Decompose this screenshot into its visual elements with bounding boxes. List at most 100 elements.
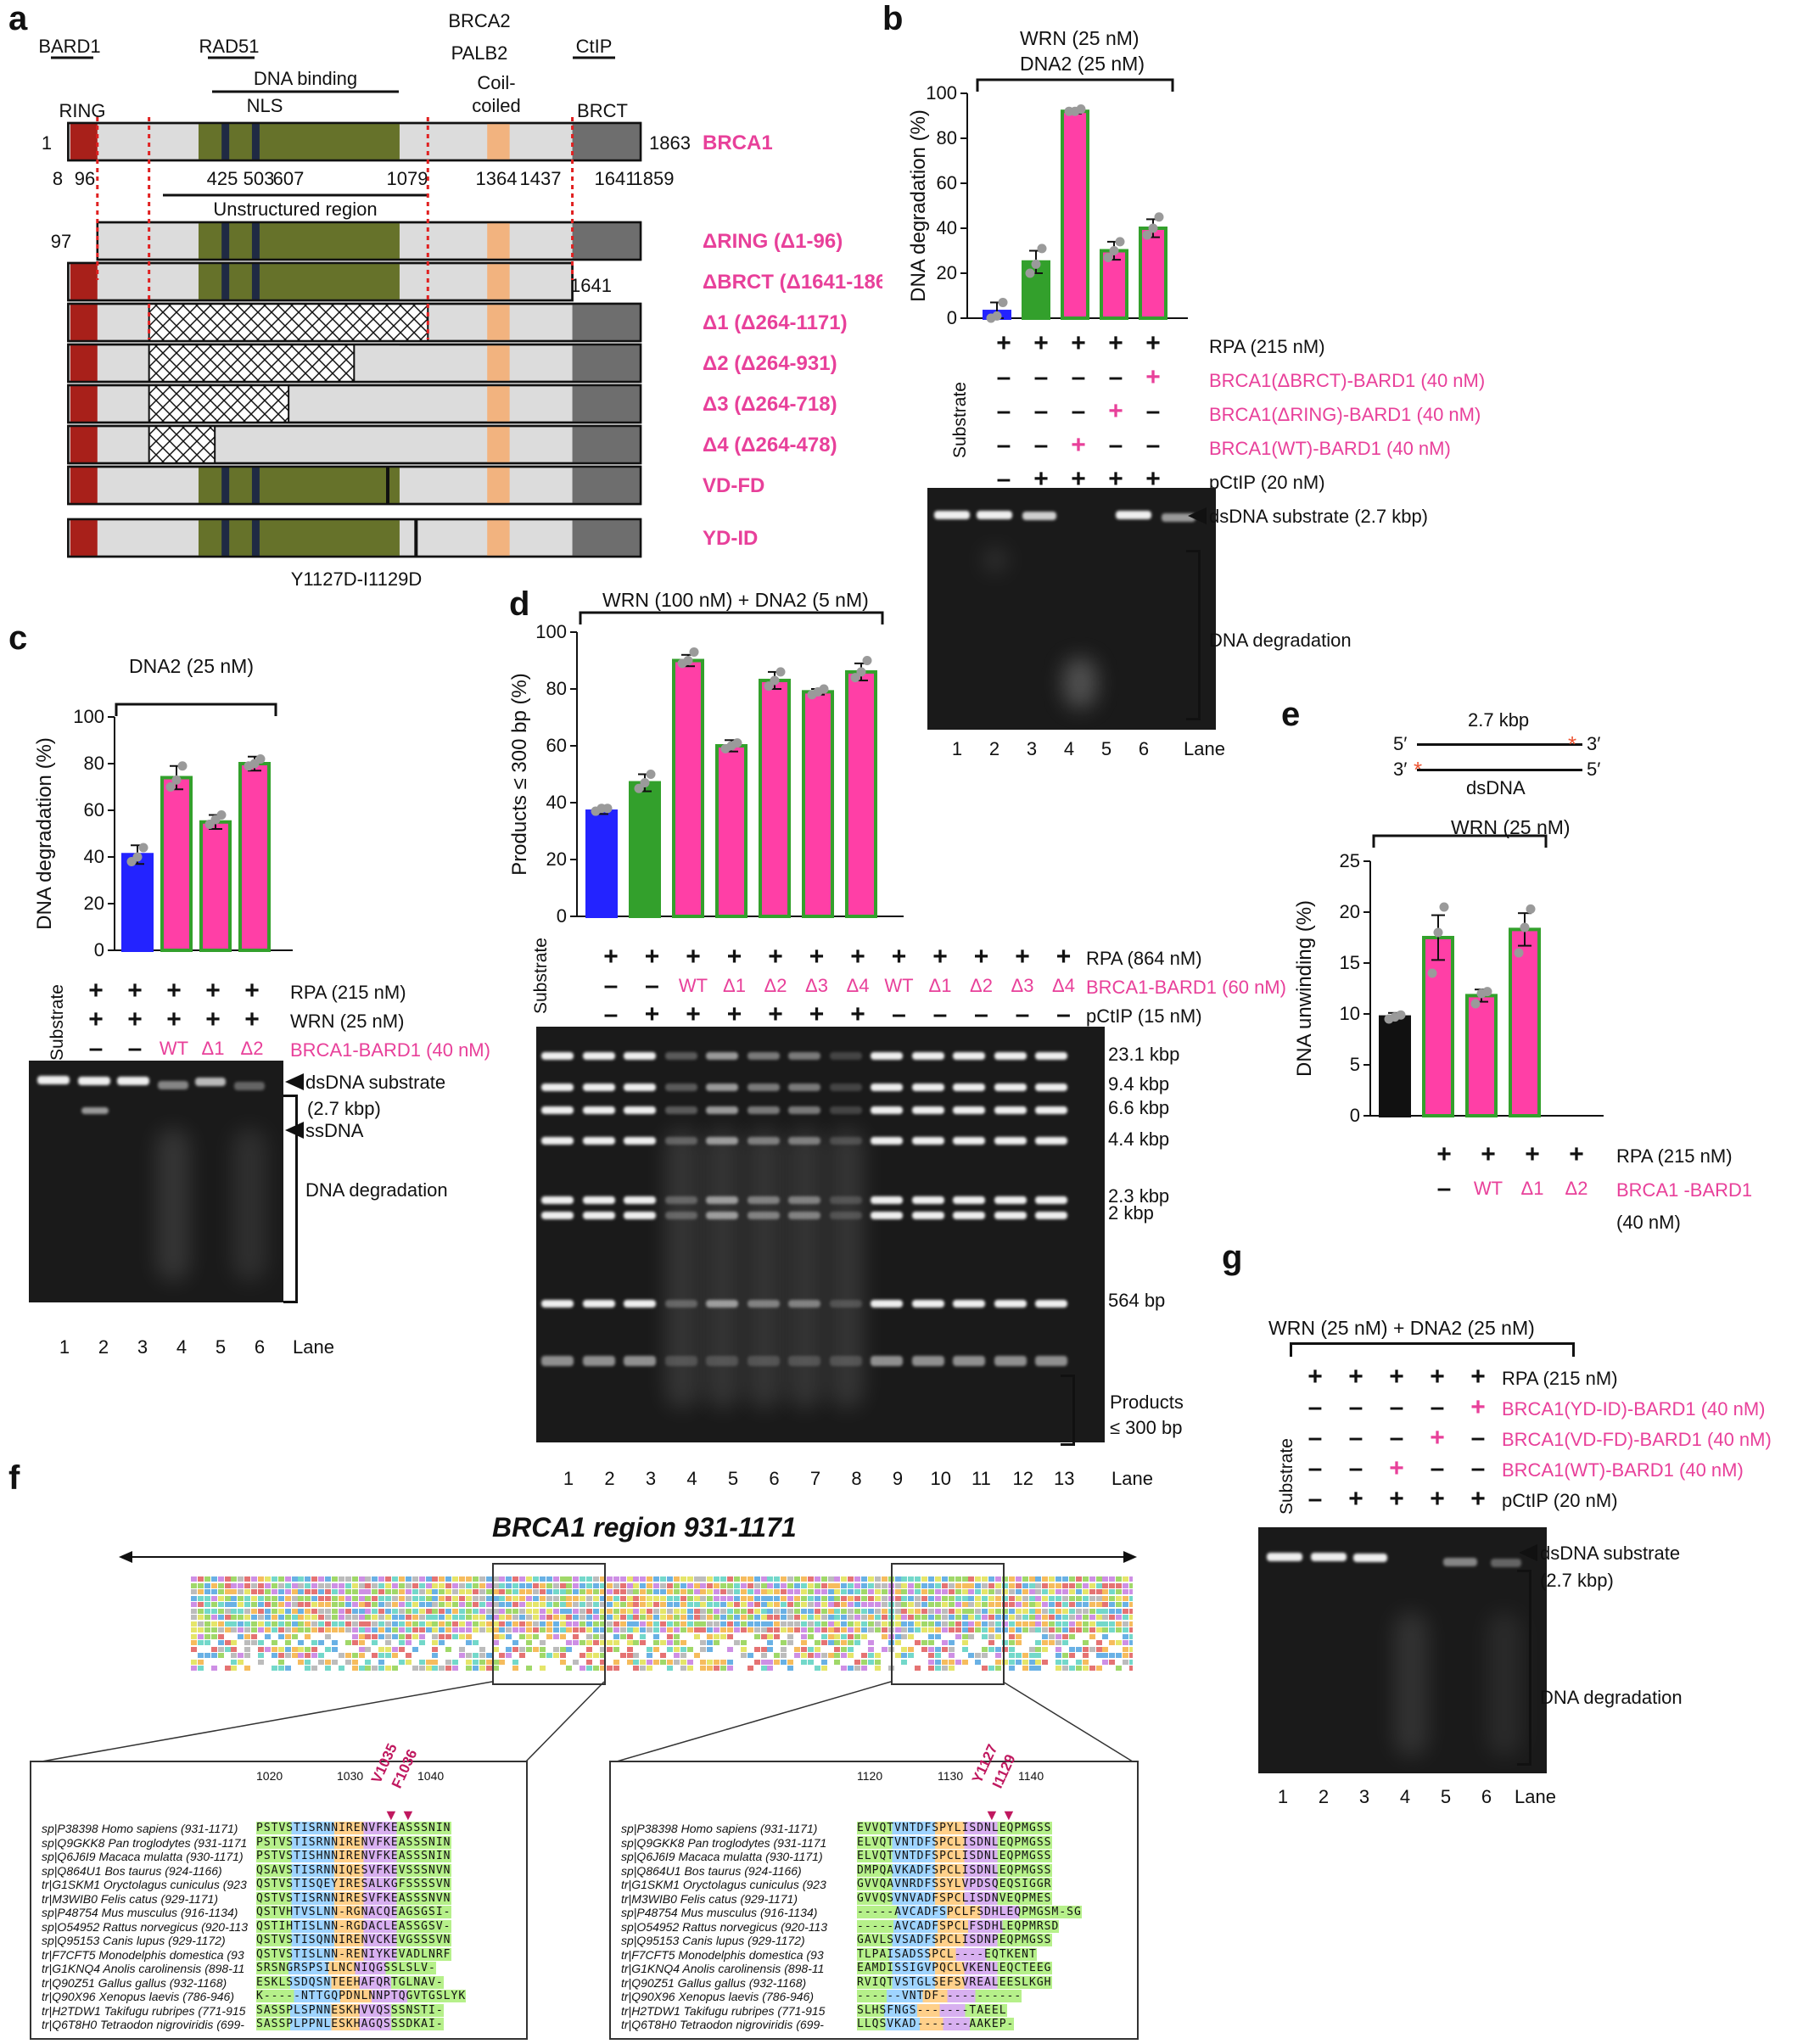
alignment-cell bbox=[894, 1640, 901, 1645]
alignment-cell bbox=[727, 1615, 733, 1620]
alignment-cell bbox=[586, 1633, 593, 1639]
alignment-cell bbox=[995, 1595, 1001, 1601]
alignment-cell bbox=[753, 1576, 760, 1582]
residue-number: 425 bbox=[207, 168, 238, 189]
alignment-cell bbox=[311, 1595, 318, 1601]
alignment-cell bbox=[807, 1589, 814, 1594]
alignment-cell bbox=[378, 1589, 385, 1594]
condition-sign: – bbox=[127, 1034, 143, 1062]
alignment-cell bbox=[834, 1615, 841, 1620]
data-point bbox=[850, 673, 860, 683]
alignment-cell bbox=[439, 1666, 445, 1671]
alignment-cell bbox=[626, 1640, 633, 1645]
alignment-cell bbox=[680, 1640, 686, 1645]
alignment-cell bbox=[277, 1576, 284, 1582]
condition-sign: + bbox=[809, 943, 825, 971]
alignment-cell bbox=[1129, 1659, 1133, 1665]
alignment-cell bbox=[519, 1595, 526, 1601]
alignment-cell bbox=[767, 1602, 774, 1607]
alignment-cell bbox=[941, 1576, 948, 1582]
gel-smear bbox=[829, 1128, 864, 1408]
alignment-cell bbox=[1008, 1659, 1015, 1665]
alignment-cell bbox=[1075, 1595, 1082, 1601]
alignment-cell bbox=[291, 1646, 298, 1652]
alignment-cell bbox=[720, 1608, 727, 1614]
alignment-cell bbox=[1015, 1659, 1022, 1665]
condition-label: pCtIP (20 nM) bbox=[1209, 472, 1325, 493]
alignment-cell bbox=[774, 1659, 781, 1665]
alignment-cell bbox=[647, 1621, 653, 1627]
alignment-cell bbox=[968, 1602, 975, 1607]
alignment-cell bbox=[512, 1589, 519, 1594]
y-tick-label: 10 bbox=[1340, 1003, 1360, 1024]
alignment-cell bbox=[820, 1659, 827, 1665]
alignment-cell bbox=[1042, 1659, 1049, 1665]
condition-label: BRCA1-BARD1 (60 nM) bbox=[1086, 977, 1286, 998]
alignment-cell bbox=[499, 1589, 506, 1594]
alignment-cell bbox=[271, 1646, 277, 1652]
condition-sign: Δ4 bbox=[1052, 975, 1075, 996]
alignment-cell bbox=[284, 1621, 291, 1627]
alignment-cell bbox=[861, 1595, 867, 1601]
alignment-cell bbox=[485, 1666, 492, 1671]
alignment-cell bbox=[325, 1659, 331, 1665]
species-name: sp|Q864U1 Bos taurus (924-1166) bbox=[621, 1863, 802, 1878]
alignment-cell bbox=[908, 1646, 915, 1652]
alignment-cell bbox=[580, 1653, 586, 1658]
alignment-cell bbox=[445, 1615, 452, 1620]
alignment-cell bbox=[1049, 1576, 1055, 1582]
gel-band bbox=[541, 1212, 574, 1219]
species-name: tr|F7CFT5 Monodelphis domestica (93 bbox=[42, 1947, 244, 1962]
condition-sign: – bbox=[1470, 1454, 1486, 1482]
alignment-cell bbox=[867, 1576, 874, 1582]
lane-word: Lane bbox=[293, 1336, 334, 1358]
alignment-cell bbox=[733, 1602, 740, 1607]
alignment-cell bbox=[191, 1621, 197, 1627]
alignment-cell bbox=[593, 1640, 599, 1645]
alignment-cell bbox=[378, 1602, 385, 1607]
alignment-cell bbox=[358, 1576, 365, 1582]
residue-tick: 1130 bbox=[938, 1769, 964, 1783]
alignment-cell bbox=[338, 1666, 344, 1671]
alignment-cell bbox=[191, 1627, 197, 1632]
alignment-cell bbox=[251, 1633, 258, 1639]
alignment-cell bbox=[800, 1602, 807, 1607]
condition-sign: – bbox=[1307, 1454, 1323, 1482]
alignment-cell bbox=[928, 1666, 934, 1671]
alignment-cell bbox=[934, 1602, 941, 1607]
data-point bbox=[1142, 230, 1152, 240]
alignment-cell bbox=[700, 1602, 707, 1607]
gel-band bbox=[747, 1052, 780, 1060]
alignment-cell bbox=[358, 1602, 365, 1607]
alignment-cell bbox=[452, 1627, 459, 1632]
condition-label: WRN (25 nM) bbox=[290, 1011, 405, 1032]
alignment-cell bbox=[244, 1653, 251, 1658]
alignment-cell bbox=[472, 1582, 479, 1588]
alignment-cell bbox=[425, 1666, 432, 1671]
data-point bbox=[683, 656, 693, 665]
alignment-cell bbox=[499, 1595, 506, 1601]
condition-sign: – bbox=[1307, 1393, 1323, 1421]
alignment-cell bbox=[1022, 1602, 1028, 1607]
sequence-row: SASSPLPPNLESKHAGQSSSDKAI- bbox=[256, 2018, 444, 2030]
alignment-cell bbox=[358, 1582, 365, 1588]
condition-sign: – bbox=[996, 363, 1011, 391]
condition-sign: + bbox=[1348, 1485, 1363, 1513]
alignment-cell bbox=[707, 1646, 714, 1652]
alignment-cell bbox=[781, 1595, 787, 1601]
alignment-cell bbox=[901, 1608, 908, 1614]
condition-sign: + bbox=[644, 1000, 660, 1028]
dna-binding-domain bbox=[198, 123, 400, 160]
alignment-cell bbox=[807, 1602, 814, 1607]
alignment-cell bbox=[787, 1633, 794, 1639]
alignment-cell bbox=[1062, 1659, 1068, 1665]
alignment-cell bbox=[217, 1646, 224, 1652]
alignment-cell bbox=[794, 1595, 800, 1601]
alignment-cell bbox=[445, 1595, 452, 1601]
alignment-cell bbox=[1015, 1627, 1022, 1632]
alignment-cell bbox=[599, 1666, 606, 1671]
alignment-cell bbox=[204, 1633, 210, 1639]
alignment-cell bbox=[539, 1666, 546, 1671]
alignment-cell bbox=[841, 1602, 848, 1607]
alignment-cell bbox=[398, 1646, 405, 1652]
